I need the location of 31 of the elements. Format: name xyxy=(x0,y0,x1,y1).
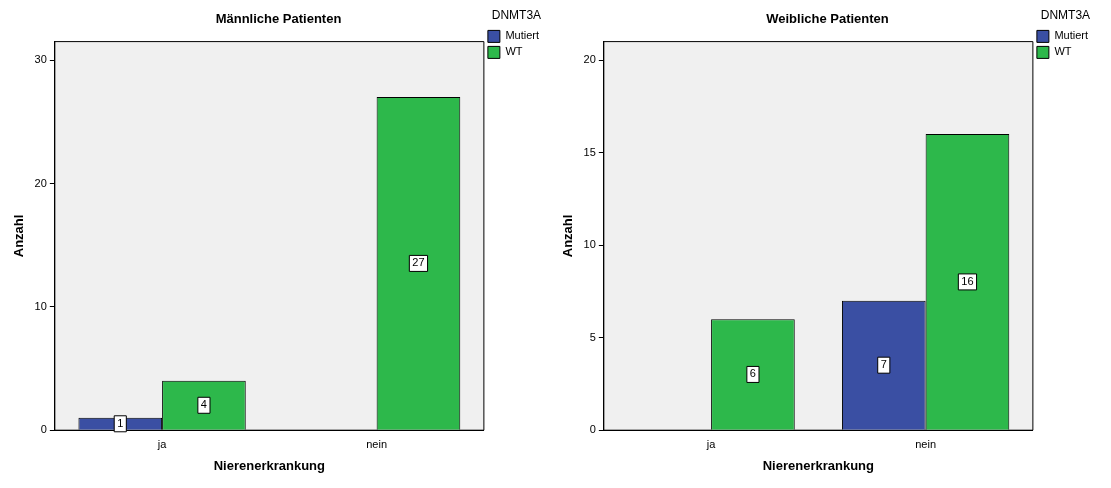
x-axis-title: Nierenerkrankung xyxy=(213,457,326,473)
legend-title: DNMT3A xyxy=(1040,8,1091,23)
data-label: 27 xyxy=(412,256,425,269)
chart-title: Weibliche Patienten xyxy=(766,11,889,27)
y-tick-label: 0 xyxy=(40,423,47,436)
data-label: 16 xyxy=(961,274,974,287)
data-label: 7 xyxy=(880,358,887,371)
y-tick-label: 0 xyxy=(589,423,596,436)
legend-label: WT xyxy=(1054,45,1072,58)
x-tick-label: nein xyxy=(366,437,388,450)
x-tick-label: ja xyxy=(156,437,168,450)
y-tick-label: 10 xyxy=(34,299,47,312)
y-tick-label: 15 xyxy=(583,145,596,158)
y-tick-label: 30 xyxy=(34,53,47,66)
x-axis-title: Nierenerkrankung xyxy=(762,457,875,473)
legend-label: WT xyxy=(505,45,523,58)
x-tick-label: ja xyxy=(705,437,717,450)
data-label: 1 xyxy=(117,416,124,429)
legend-label: Mutiert xyxy=(1054,29,1089,42)
y-axis-title: Anzahl xyxy=(11,214,27,258)
y-axis-title: Anzahl xyxy=(560,214,576,258)
y-tick-label: 20 xyxy=(583,53,596,66)
y-tick-label: 20 xyxy=(34,176,47,189)
y-tick-label: 10 xyxy=(583,238,596,251)
y-tick-label: 5 xyxy=(589,330,596,343)
legend-label: Mutiert xyxy=(505,29,540,42)
data-label: 4 xyxy=(200,398,207,411)
chart-title: Männliche Patienten xyxy=(215,11,342,27)
x-tick-label: nein xyxy=(915,437,937,450)
legend-title: DNMT3A xyxy=(491,8,542,23)
data-label: 6 xyxy=(749,367,756,380)
